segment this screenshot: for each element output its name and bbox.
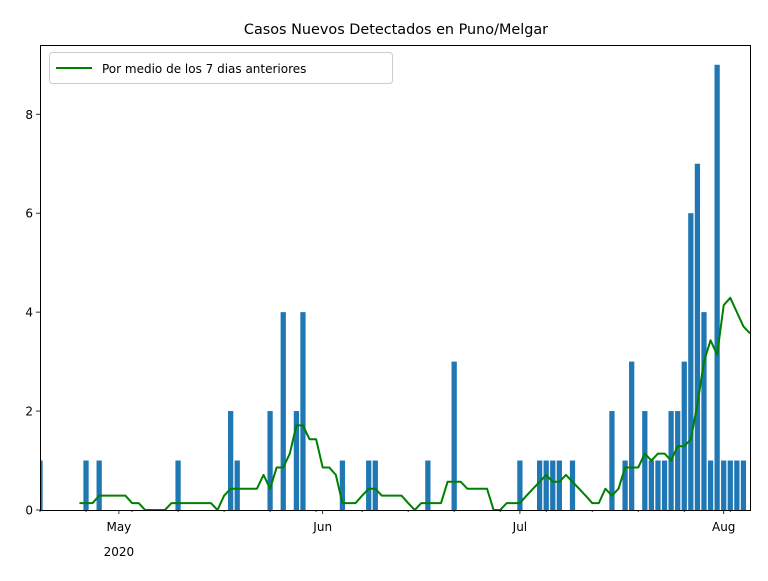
bar-2020-04-26 xyxy=(83,460,89,510)
bar-2020-07-29 xyxy=(701,312,707,510)
legend-label: Por medio de los 7 dias anteriores xyxy=(102,62,306,76)
bar-2020-07-26 xyxy=(681,361,687,510)
bar-2020-08-01 xyxy=(721,460,727,510)
bar-2020-07-21 xyxy=(648,460,655,510)
bar-2020-07-06 xyxy=(550,460,556,510)
bar-2020-07-07 xyxy=(556,460,562,510)
y-tick-label-2: 2 xyxy=(25,405,33,419)
plot-frame xyxy=(40,45,751,511)
bar-2020-04-19 xyxy=(40,460,43,510)
legend-box xyxy=(49,52,393,84)
bar-2020-06-21 xyxy=(451,361,457,510)
bar-2020-05-26 xyxy=(280,312,286,510)
bar-2020-06-08 xyxy=(366,460,372,510)
y-tick-label-8: 8 xyxy=(25,108,33,122)
y-axis: 0 2 4 6 8 xyxy=(25,108,40,518)
y-tick-label-6: 6 xyxy=(25,207,33,221)
bar-2020-07-05 xyxy=(543,460,549,510)
bar-2020-07-17 xyxy=(622,460,628,510)
x-axis: May 2020 Jun Jul Aug xyxy=(39,510,735,559)
bar-2020-08-04 xyxy=(740,460,747,510)
bar-2020-07-01 xyxy=(517,460,523,510)
bar-2020-05-19 xyxy=(234,460,240,510)
bar-2020-08-03 xyxy=(734,460,740,510)
bar-2020-07-28 xyxy=(694,163,701,510)
x-tick-label-Aug: Aug xyxy=(712,520,735,534)
legend: Por medio de los 7 dias anteriores xyxy=(49,52,393,84)
bar-2020-07-09 xyxy=(569,460,576,510)
bar-2020-07-30 xyxy=(707,460,714,510)
bar-2020-07-25 xyxy=(675,411,681,510)
bar-2020-06-09 xyxy=(372,460,378,510)
bar-2020-07-18 xyxy=(629,361,635,510)
bar-2020-07-27 xyxy=(688,213,694,510)
x-tick-label-Jul: Jul xyxy=(512,520,527,534)
bar-2020-05-18 xyxy=(228,411,234,510)
bar-2020-07-20 xyxy=(642,411,648,510)
chart-title: Casos Nuevos Detectados en Puno/Melgar xyxy=(244,22,548,38)
y-tick-label-4: 4 xyxy=(25,306,33,320)
bar-2020-05-28 xyxy=(293,411,300,510)
bar-2020-06-04 xyxy=(339,460,346,510)
bar-2020-06-17 xyxy=(425,460,431,510)
bar-2020-04-28 xyxy=(96,460,102,510)
bar-2020-05-29 xyxy=(300,312,306,510)
bar-2020-07-22 xyxy=(655,460,661,510)
bar-2020-05-10 xyxy=(175,460,181,510)
bar-2020-05-24 xyxy=(267,411,273,510)
bar-2020-07-04 xyxy=(537,460,543,510)
bar-2020-07-15 xyxy=(609,411,615,510)
bar-2020-07-31 xyxy=(714,64,720,510)
x-tick-label-May: May xyxy=(106,520,131,534)
bar-2020-08-02 xyxy=(727,460,733,510)
x-tick-label-Jun: Jun xyxy=(312,520,332,534)
x-tick-sublabel-2020: 2020 xyxy=(104,545,135,559)
bar-2020-07-23 xyxy=(661,460,668,510)
y-tick-label-0: 0 xyxy=(25,504,33,518)
